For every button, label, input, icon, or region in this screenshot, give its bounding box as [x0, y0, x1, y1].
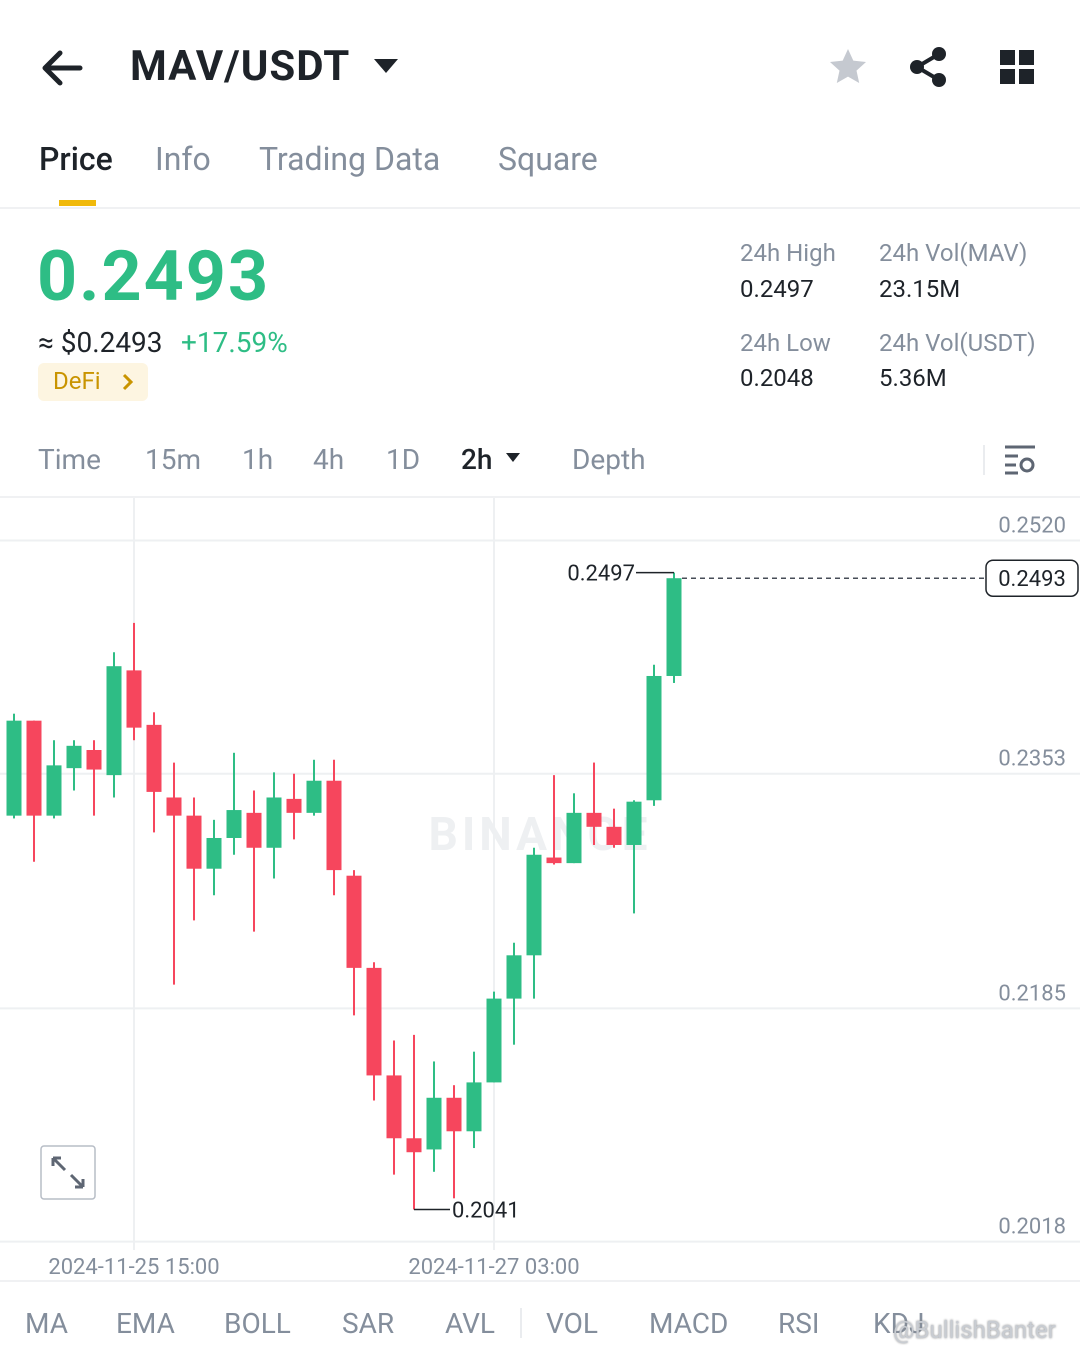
y-tick-label: 0.2018: [998, 1215, 1066, 1240]
interval[interactable]: Depth: [572, 443, 646, 476]
candle-body: [6, 720, 22, 816]
tag-label[interactable]: DeFi: [53, 367, 101, 395]
divider: [0, 1280, 1080, 1282]
fiat-price: ≈ $0.2493: [38, 326, 163, 359]
candle-body: [46, 765, 62, 816]
stat-label: 24h Vol(MAV): [879, 239, 1028, 267]
tab[interactable]: Square: [498, 140, 598, 178]
stat-label: 24h Low: [740, 329, 831, 357]
price-change: +17.59%: [181, 326, 288, 359]
chart-settings[interactable]: [1004, 444, 1038, 476]
interval-dropdown[interactable]: [505, 452, 521, 464]
tab[interactable]: Trading Data: [259, 140, 441, 178]
candle-body: [326, 780, 342, 871]
high-marker-label: 0.2497: [567, 562, 635, 587]
indicator[interactable]: BOLL: [224, 1307, 291, 1340]
indicator[interactable]: MACD: [649, 1307, 729, 1340]
interval[interactable]: Time: [38, 443, 101, 476]
separator: [983, 445, 985, 475]
tab-active[interactable]: Price: [39, 140, 113, 178]
indicator[interactable]: EMA: [116, 1307, 175, 1340]
y-tick-label: 0.2353: [998, 747, 1066, 772]
candle-body: [386, 1075, 402, 1139]
candle-body: [646, 675, 662, 801]
candle-body: [106, 666, 122, 776]
share[interactable]: [908, 46, 948, 88]
candle-body: [126, 670, 142, 728]
candle-body: [246, 812, 262, 848]
candle-body: [486, 998, 502, 1083]
tab-indicator: [59, 200, 96, 206]
grid-menu[interactable]: [1000, 50, 1034, 84]
indicator[interactable]: AVL: [445, 1307, 495, 1340]
candle-body: [186, 815, 202, 869]
indicator[interactable]: MA: [25, 1307, 68, 1340]
candle-body: [426, 1097, 442, 1150]
last-price-box: [985, 559, 1079, 597]
candle-body: [346, 875, 362, 968]
tag-chevron: [122, 373, 134, 391]
interval[interactable]: 4h: [313, 443, 345, 476]
candle-body: [466, 1082, 482, 1132]
separator: [520, 1308, 522, 1338]
interval[interactable]: 1h: [242, 443, 274, 476]
candle-body: [446, 1097, 462, 1132]
y-tick-label: 0.2520: [998, 514, 1066, 539]
candle-body: [566, 812, 582, 864]
candle-body: [586, 812, 602, 827]
candle-body: [146, 724, 162, 792]
last-price: 0.2493: [37, 236, 271, 318]
candle-body: [266, 797, 282, 848]
candle-body: [86, 750, 102, 770]
indicator[interactable]: SAR: [342, 1307, 395, 1340]
candle-body: [306, 780, 322, 813]
stat-value: 23.15M: [879, 275, 961, 303]
candle-body: [286, 798, 302, 813]
indicator[interactable]: RSI: [778, 1307, 820, 1340]
candle-body: [66, 745, 82, 769]
back-button[interactable]: [40, 48, 84, 88]
interval[interactable]: 15m: [145, 443, 202, 476]
candlestick-chart: BINANCE 0.25200.23530.21850.20182024-11-…: [0, 498, 1080, 1280]
candle-body: [226, 810, 242, 838]
stat-value: 0.2497: [740, 275, 814, 303]
interval[interactable]: 1D: [386, 443, 421, 476]
tab[interactable]: Info: [155, 140, 211, 178]
watermark: @BullishBanter: [893, 1316, 1056, 1344]
low-marker-label: 0.2041: [452, 1198, 520, 1223]
x-tick-label: 2024-11-25 15:00: [48, 1255, 219, 1280]
divider: [0, 207, 1080, 209]
indicator[interactable]: VOL: [546, 1307, 598, 1340]
last-price-label: 0.2493: [998, 567, 1066, 592]
candle-body: [606, 826, 622, 845]
candle-body: [206, 837, 222, 869]
candle-body: [506, 955, 522, 999]
x-tick-label: 2024-11-27 03:00: [408, 1255, 579, 1280]
stat-value: 5.36M: [879, 364, 947, 392]
candle-body: [626, 801, 642, 845]
candle-body: [526, 854, 542, 956]
divider: [0, 496, 1080, 498]
candle-body: [166, 797, 182, 816]
candle-body: [666, 578, 682, 676]
stat-value: 0.2048: [740, 364, 814, 392]
candle-body: [546, 857, 562, 864]
fullscreen-button[interactable]: [40, 1145, 96, 1200]
stat-label: 24h Vol(USDT): [879, 329, 1036, 357]
pair-dropdown[interactable]: [373, 57, 399, 75]
stat-label: 24h High: [740, 239, 836, 267]
favorite-star[interactable]: [828, 47, 868, 87]
interval-active[interactable]: 2h: [461, 443, 493, 476]
pair-title[interactable]: MAV/USDT: [130, 42, 351, 91]
y-tick-label: 0.2185: [998, 981, 1066, 1006]
candle-body: [406, 1138, 422, 1153]
candle-body: [26, 720, 42, 816]
indicator[interactable]: KDJ: [873, 1307, 925, 1340]
candle-body: [366, 967, 382, 1076]
